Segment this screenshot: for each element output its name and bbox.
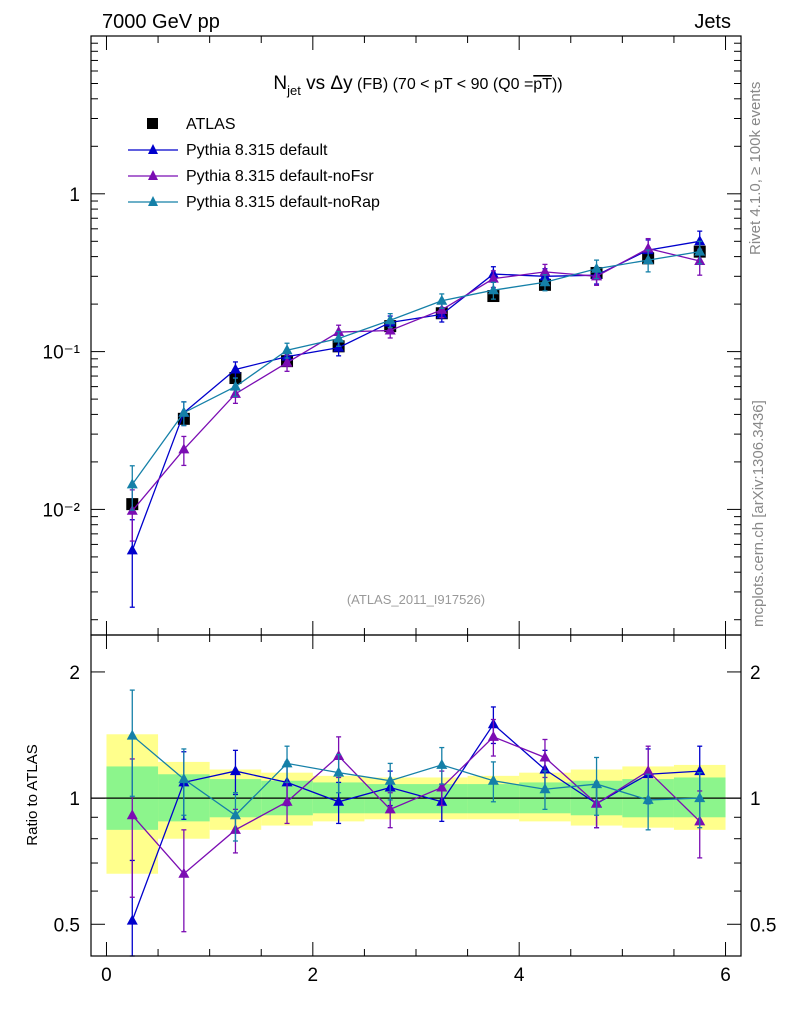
default-data-point	[694, 235, 706, 246]
nofsr-data-point	[281, 356, 293, 367]
norap-data-point	[642, 254, 654, 265]
ratio-xtick-label: 4	[514, 965, 525, 986]
title-rest1: (FB) (70 < pT < 90 (Q0 =	[353, 76, 534, 93]
legend-atlas-label: ATLAS	[186, 116, 236, 133]
norap-data-point	[281, 344, 293, 355]
legend-default-marker	[148, 144, 158, 154]
title-vs: vs	[301, 73, 331, 94]
ratio-ylabel: Ratio to ATLAS	[24, 744, 41, 845]
nofsr-ratio-point	[178, 867, 190, 878]
analysis-watermark: (ATLAS_2011_I917526)	[347, 592, 485, 607]
plot-title: Njet vs Δy (FB) (70 < pT < 90 (Q0 =pT))	[273, 73, 562, 98]
nofsr-ratio-point	[436, 781, 448, 792]
norap-ratio-point	[694, 792, 706, 803]
ratio-data-marks	[126, 689, 706, 957]
norap-ratio-point	[281, 757, 293, 768]
norap-data-point	[694, 245, 706, 256]
nofsr-data-point	[539, 265, 551, 276]
norap-data-point	[178, 406, 190, 417]
norap-data-point	[591, 262, 603, 273]
title-overline: pT	[533, 76, 552, 93]
legend-norap-marker	[148, 196, 158, 206]
legend-default-label: Pythia 8.315 default	[186, 142, 328, 159]
ratio-ytick-label-left: 1	[69, 789, 80, 810]
main-data-marks	[126, 230, 706, 608]
default-ratio-point	[694, 765, 706, 776]
norap-ratio-point	[126, 729, 138, 740]
nofsr-ratio-point	[642, 765, 654, 776]
title-sub: jet	[286, 83, 301, 98]
nofsr-ratio-point	[126, 809, 138, 820]
norap-data-point	[539, 276, 551, 287]
norap-series-line	[131, 251, 700, 485]
title-delta: Δy	[330, 73, 353, 94]
nofsr-data-point	[642, 242, 654, 253]
main-axis-ticks: 10⁻² 10⁻¹ 1	[43, 36, 741, 635]
norap-ratio-point	[229, 809, 241, 820]
legend-nofsr-label: Pythia 8.315 default-noFsr	[186, 168, 374, 185]
norap-ratio-point	[591, 778, 603, 789]
norap-data-point	[384, 314, 396, 325]
nofsr-series-line	[131, 247, 700, 512]
norap-ratio-point	[487, 774, 499, 785]
norap-data-point	[126, 478, 138, 489]
ratio-panel: 0.5 0.5 1 1 2 2 0 2 4 6	[54, 634, 776, 986]
ratio-ytick-label-right: 2	[750, 663, 761, 684]
nofsr-data-point	[178, 443, 190, 454]
norap-data-point	[229, 380, 241, 391]
nofsr-ratio-point	[281, 795, 293, 806]
norap-ratio-point	[178, 773, 190, 784]
norap-data-point	[436, 294, 448, 305]
main-ytick-label: 1	[69, 185, 80, 206]
title-n: N	[273, 73, 287, 94]
ratio-uncertainty-bands	[91, 734, 741, 874]
main-panel: 10⁻² 10⁻¹ 1	[43, 35, 742, 636]
ratio-ytick-label-right: 1	[750, 789, 761, 810]
nofsr-data-point	[384, 324, 396, 335]
norap-data-point	[333, 332, 345, 343]
default-ratio-point	[333, 795, 345, 806]
mcplots-label: mcplots.cern.ch [arXiv:1306.3436]	[750, 400, 767, 627]
ratio-ytick-label-left: 0.5	[54, 915, 80, 936]
nofsr-data-point	[487, 272, 499, 283]
norap-ratio-point	[384, 774, 396, 785]
nofsr-ratio-point	[487, 730, 499, 741]
rivet-label: Rivet 4.1.0, ≥ 100k events	[747, 82, 764, 255]
ratio-ytick-label-right: 0.5	[750, 915, 776, 936]
default-data-point	[229, 363, 241, 374]
legend-norap-label: Pythia 8.315 default-noRap	[186, 194, 380, 211]
main-ytick-label: 10⁻²	[43, 500, 81, 521]
header-right: Jets	[694, 11, 731, 33]
ratio-xtick-label: 0	[101, 965, 112, 986]
norap-ratio-point	[333, 766, 345, 777]
ratio-xtick-label: 6	[720, 965, 731, 986]
ratio-xtick-label: 2	[308, 965, 319, 986]
header-left: 7000 GeV pp	[102, 11, 220, 33]
legend-atlas-marker	[147, 118, 158, 129]
main-ytick-label: 10⁻¹	[43, 343, 81, 364]
default-ratio-point	[126, 914, 138, 925]
norap-ratio-point	[642, 793, 654, 804]
default-data-point	[126, 544, 138, 555]
ratio-axis-ticks: 0.5 0.5 1 1 2 2 0 2 4 6	[54, 635, 776, 986]
nofsr-ratio-point	[539, 751, 551, 762]
ratio-frame	[90, 634, 742, 957]
norap-data-point	[487, 284, 499, 295]
norap-ratio-point	[539, 783, 551, 794]
legend-nofsr-marker	[148, 170, 158, 180]
title-rest2: ))	[552, 76, 563, 93]
norap-ratio-line	[131, 735, 700, 817]
nofsr-ratio-point	[384, 803, 396, 814]
ratio-ytick-label-left: 2	[69, 663, 80, 684]
legend: ATLAS Pythia 8.315 default Pythia 8.315 …	[128, 116, 380, 211]
norap-ratio-point	[436, 758, 448, 769]
nofsr-ratio-line	[131, 736, 701, 875]
default-ratio-point	[229, 765, 241, 776]
